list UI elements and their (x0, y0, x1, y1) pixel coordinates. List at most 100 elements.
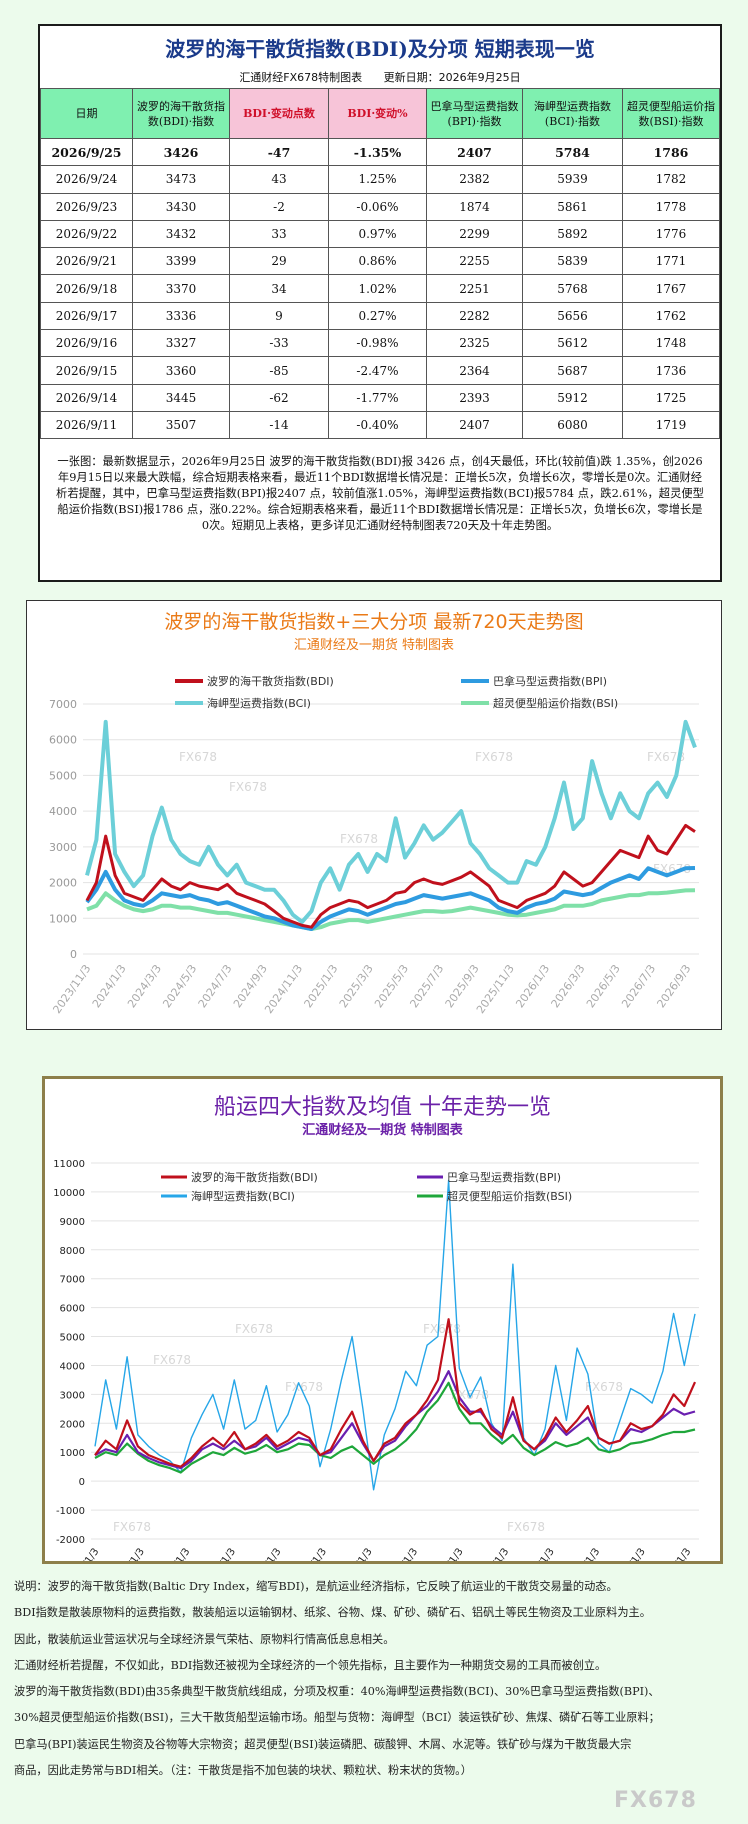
table-cell: 5912 (522, 383, 623, 412)
table-cell: 3432 (132, 219, 230, 249)
table-update-date: 更新日期：2026年9月25日 (383, 71, 521, 84)
y-tick-label: 0 (70, 948, 77, 961)
table-cell: -62 (229, 383, 329, 412)
x-tick-label: 2015/1/3 (158, 1546, 193, 1561)
table-cell: -85 (229, 356, 329, 385)
description-line: 30%超灵便型船运价指数(BSI)，三大干散货船型运输市场。船型与货物：海岬型（… (14, 1711, 660, 1725)
table-cell: 0.86% (328, 247, 427, 276)
table-cell: 3336 (132, 301, 230, 331)
x-tick-label: 2024/1/3 (568, 1546, 603, 1561)
y-tick-label: 6000 (60, 1304, 85, 1315)
chart2-title: 船运四大指数及均值 十年走势一览 (214, 1095, 551, 1120)
table-cell: 1748 (622, 329, 720, 358)
header-bci: 海岬型运费指数(BCI)·指数 (522, 88, 623, 139)
x-tick-label: 2026/9/3 (654, 962, 693, 1010)
x-tick-label: 2024/3/3 (125, 962, 164, 1010)
description-line: 波罗的海干散货指数(BDI)由35条典型干散货航线组成，分项及权重：40%海岬型… (14, 1685, 660, 1699)
y-tick-label: 11000 (53, 1159, 85, 1170)
description-line: BDI指数是散装原物料的运费指数，散装船运以运输钢材、纸浆、谷物、煤、矿砂、磷矿… (14, 1606, 651, 1620)
table-cell: -47 (229, 137, 329, 167)
table-maker: 汇通财经FX678特制图表 (239, 71, 363, 84)
table-cell: 2251 (426, 274, 523, 303)
table-cell: -33 (229, 329, 329, 358)
x-tick-label: 2026/7/3 (619, 962, 658, 1010)
table-cell: 1767 (622, 274, 720, 303)
legend-label: 海岬型运费指数(BCI) (191, 1189, 295, 1203)
x-tick-label: 2024/5/3 (160, 962, 199, 1010)
table-cell: 9 (229, 301, 329, 331)
table-cell: 3430 (132, 192, 230, 221)
x-tick-label: 2025/1/3 (302, 962, 341, 1010)
table-row: 2026/9/16 3327 -33 -0.98% 2325 5612 1748 (40, 329, 720, 358)
x-tick-label: 2026/1/3 (513, 962, 552, 1010)
y-tick-label: 7000 (60, 1275, 85, 1286)
x-tick-label: 2026/3/3 (549, 962, 588, 1010)
series-line-bdi (85, 823, 696, 929)
x-tick-label: 2025/1/3 (613, 1546, 648, 1561)
chart-watermark: FX678 (340, 832, 378, 846)
table-row: 2026/9/24 3473 43 1.25% 2382 5939 1782 (40, 165, 720, 194)
table-cell: 1719 (622, 410, 720, 440)
table-cell: 2299 (426, 219, 523, 249)
bdi-table: 日期 波罗的海干散货指数(BDI)·指数 BDI·变动点数 BDI·变动% 巴拿… (40, 88, 720, 440)
description-line: 巴拿马(BPI)装运民生物资及谷物等大宗物资；超灵便型(BSI)装运磷肥、碳酸钾… (14, 1737, 632, 1751)
table-cell: 43 (229, 165, 329, 194)
brand-watermark: FX678 (614, 1788, 697, 1813)
series-line-bci (85, 719, 697, 924)
description-line: 商品，因此走势常与BDI相关。（注：干散货是指不加包装的块状、颗粒状、粉末状的货… (14, 1764, 472, 1778)
table-cell: 5939 (522, 165, 623, 194)
table-cell: -2.47% (328, 356, 427, 385)
description-line: 说明：波罗的海干散货指数(Baltic Dry Index，缩写BDI)，是航运… (14, 1580, 618, 1593)
table-row: 2026/9/18 3370 34 1.02% 2251 5768 1767 (40, 274, 720, 303)
summary-table-panel: 波罗的海干散货指数(BDI)及分项 短期表现一览 汇通财经FX678特制图表 更… (38, 24, 722, 582)
table-row: 2026/9/17 3336 9 0.27% 2282 5656 1762 (40, 301, 720, 331)
x-tick-label: 2025/3/3 (337, 962, 376, 1010)
y-tick-label: 1000 (49, 912, 77, 925)
x-tick-label: 2026/1/3 (659, 1546, 694, 1561)
table-row: 2026/9/15 3360 -85 -2.47% 2364 5687 1736 (40, 356, 720, 385)
table-cell: -1.35% (328, 137, 427, 167)
x-tick-label: 2021/1/3 (431, 1546, 466, 1561)
table-cell: 2407 (426, 137, 523, 167)
table-cell: 3360 (132, 356, 230, 385)
header-bdi: 波罗的海干散货指数(BDI)·指数 (132, 88, 230, 139)
x-tick-label: 2023/1/3 (522, 1546, 557, 1561)
table-cell: 1762 (622, 301, 720, 331)
table-cell: 3370 (132, 274, 230, 303)
series-line-bsi (86, 888, 696, 931)
y-tick-label: 4000 (49, 805, 77, 818)
table-row: 2026/9/22 3432 33 0.97% 2299 5892 1776 (40, 219, 720, 249)
table-cell: 1.02% (328, 274, 427, 303)
series-line-bdi2 (94, 1318, 697, 1468)
x-tick-label: 2024/1/3 (90, 962, 129, 1010)
y-tick-label: 4000 (60, 1361, 85, 1372)
y-tick-label: 7000 (49, 698, 77, 711)
y-tick-label: -2000 (56, 1535, 85, 1546)
table-cell: 1771 (622, 247, 720, 276)
chart1-subtitle: 汇通财经及一期货 特制图表 (293, 638, 455, 653)
table-cell: 1.25% (328, 165, 427, 194)
chart1-plot: 010002000300040005000600070002023/11/320… (49, 674, 699, 1016)
table-row: 2026/9/11 3507 -14 -0.40% 2407 6080 1719 (40, 410, 720, 440)
table-cell: 2382 (426, 165, 523, 194)
table-cell: 3445 (132, 383, 230, 412)
x-tick-label: 2025/9/3 (443, 962, 482, 1010)
table-cell: 3399 (132, 247, 230, 276)
table-cell: 5687 (522, 356, 623, 385)
table-cell: -0.06% (328, 192, 427, 221)
table-cell: 5768 (522, 274, 623, 303)
table-cell: 2026/9/21 (40, 247, 133, 276)
x-tick-label: 2022/1/3 (477, 1546, 512, 1561)
y-tick-label: 0 (79, 1477, 85, 1488)
legend-label: 海岬型运费指数(BCI) (207, 696, 311, 710)
table-cell: -0.40% (328, 410, 427, 440)
table-cell: 29 (229, 247, 329, 276)
legend-label: 巴拿马型运费指数(BPI) (493, 674, 607, 688)
y-tick-label: -1000 (56, 1506, 85, 1517)
chart2-plot: -2000 -1000 0 1000 2000 3000 4000 5000 6000 7000 8… (53, 1159, 699, 1561)
chart-ten-year-panel: 船运四大指数及均值 十年走势一览 汇通财经及一期货 特制图表 -2000 -100… (42, 1076, 723, 1564)
table-row: 2026/9/21 3399 29 0.86% 2255 5839 1771 (40, 247, 720, 276)
table-cell: 1874 (426, 192, 523, 221)
table-cell: 3426 (132, 137, 230, 167)
description-block: 说明：波罗的海干散货指数(Baltic Dry Index，缩写BDI)，是航运… (14, 1574, 734, 1784)
